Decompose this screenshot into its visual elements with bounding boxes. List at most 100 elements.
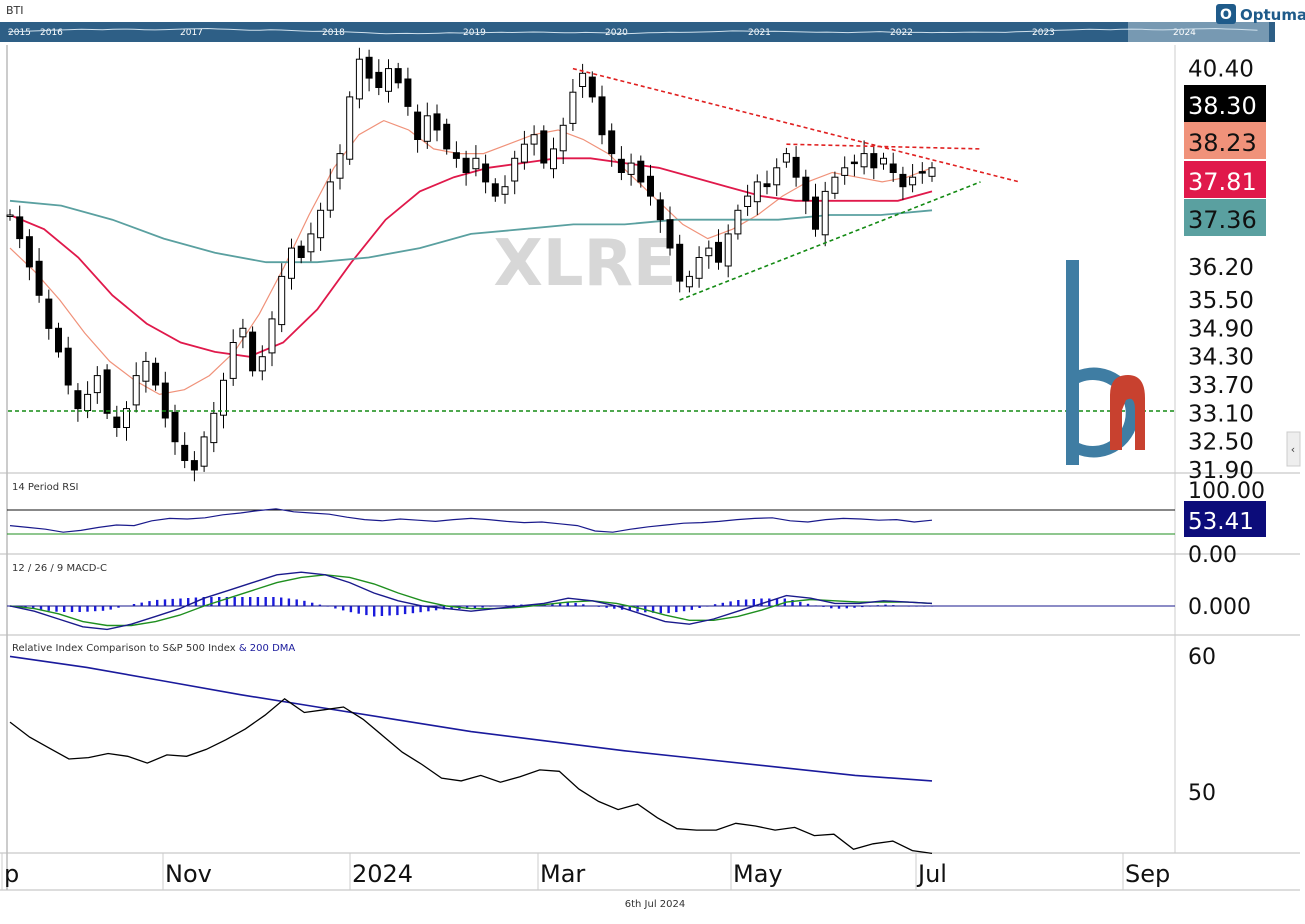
candle-body xyxy=(782,153,790,163)
candle-body xyxy=(385,68,392,92)
candle-body xyxy=(103,369,111,414)
macd-hist-bar xyxy=(357,606,360,614)
candle-body xyxy=(336,153,344,179)
candle-body xyxy=(540,130,548,164)
candle-body xyxy=(676,243,684,282)
x-axis-label: Sep xyxy=(1125,860,1170,888)
macd-hist-bar xyxy=(566,601,569,606)
candle-body xyxy=(579,72,587,88)
overview-year-2015: 2015 xyxy=(8,28,31,38)
macd-hist-bar xyxy=(628,606,631,611)
candle-body xyxy=(637,160,645,183)
candle-body xyxy=(685,275,693,288)
candle-body xyxy=(113,416,121,429)
overview-selection[interactable] xyxy=(1128,22,1269,42)
x-axis-label: p xyxy=(4,860,19,888)
macd-hist-bar xyxy=(210,597,213,606)
macd-hist-bar xyxy=(318,604,322,606)
macd-hist-bar xyxy=(171,598,174,606)
candle-body xyxy=(608,130,616,155)
support-trendline xyxy=(679,181,981,301)
macd-hist-bar xyxy=(140,602,143,606)
upper-flat-resistance xyxy=(786,143,981,150)
macd-hist-bar xyxy=(605,606,608,608)
candle-body xyxy=(288,247,295,279)
macd-hist-bar xyxy=(675,606,678,613)
macd-hist-bar xyxy=(636,606,639,612)
x-axis-label: 2024 xyxy=(352,860,413,888)
macd-hist-bar xyxy=(63,606,66,612)
candle-body xyxy=(142,360,150,382)
macd-tick-zero: 0.000 xyxy=(1188,595,1251,620)
watermark: XLRE xyxy=(493,227,676,301)
ma_mid-line xyxy=(9,157,933,358)
optuma-logo: O Optuma xyxy=(1216,4,1305,24)
relative-tick-60: 60 xyxy=(1188,645,1216,670)
macd-line xyxy=(9,571,933,631)
value-box-label-0: 38.30 xyxy=(1188,92,1257,120)
macd-hist-bar xyxy=(24,606,27,608)
price-tick-label: 33.10 xyxy=(1188,401,1254,427)
candle-body xyxy=(909,176,917,186)
candle-body xyxy=(850,161,858,165)
macd-hist-bar xyxy=(132,604,136,606)
rsi-value-box xyxy=(1184,501,1266,537)
candle-body xyxy=(511,157,519,182)
candle-body xyxy=(220,379,227,416)
macd-hist-bar xyxy=(830,606,833,609)
macd-hist-bar xyxy=(419,606,422,613)
candle-body xyxy=(792,156,800,178)
value-box-label-2: 37.81 xyxy=(1188,168,1257,196)
candle-body xyxy=(84,393,92,411)
x-axis-label: May xyxy=(733,860,783,888)
chevron-left-icon[interactable]: ‹ xyxy=(1291,443,1295,456)
price-tick-label: 36.20 xyxy=(1188,255,1254,281)
optuma-icon xyxy=(1216,4,1236,24)
candle-body xyxy=(171,411,179,443)
macd-hist-bar xyxy=(187,598,190,606)
candle-body xyxy=(821,190,829,236)
candle-body xyxy=(365,56,373,79)
macd-hist-bar xyxy=(713,604,717,606)
hb-logo xyxy=(1066,260,1145,465)
candle-body xyxy=(55,327,62,353)
macd-hist-bar xyxy=(86,606,89,612)
side-panel-toggle[interactable] xyxy=(1286,431,1301,467)
macd-hist-bar xyxy=(39,606,43,610)
macd-hist-bar xyxy=(845,606,848,609)
overview-year-2016: 2016 xyxy=(40,28,63,38)
candle-body xyxy=(889,163,897,173)
macd-hist-bar xyxy=(365,606,368,616)
macd-hist-bar xyxy=(380,606,384,616)
macd-hist-bar xyxy=(280,597,283,606)
candle-body xyxy=(452,152,460,159)
overview-year-2023: 2023 xyxy=(1032,28,1055,38)
macd-hist-bar xyxy=(744,599,748,606)
candle-body xyxy=(753,181,761,203)
candle-body xyxy=(249,331,257,372)
macd-hist-bar xyxy=(78,606,81,612)
value-box-1 xyxy=(1184,122,1266,159)
macd-hist-bar xyxy=(249,597,252,606)
candle-body xyxy=(482,163,490,183)
candle-body xyxy=(93,375,101,394)
candle-body xyxy=(559,124,567,152)
candle-body xyxy=(520,143,528,163)
overview-year-2017: 2017 xyxy=(180,28,203,38)
macd-hist-bar xyxy=(752,599,755,606)
value-box-label-1: 38.23 xyxy=(1188,129,1257,157)
candle-body xyxy=(598,96,606,136)
overview-strip[interactable] xyxy=(0,22,1275,42)
candle-body xyxy=(200,436,208,467)
candle-body xyxy=(394,68,402,84)
macd-hist-bar xyxy=(799,601,802,606)
overview-year-2018: 2018 xyxy=(322,28,345,38)
candle-body xyxy=(734,209,742,235)
candle-body xyxy=(715,241,722,263)
candle-body xyxy=(258,356,266,372)
ma_slow-line xyxy=(9,199,933,264)
candle-body xyxy=(928,167,936,177)
candle-body xyxy=(210,412,218,444)
candle-body xyxy=(6,214,14,217)
x-axis-label: Jul xyxy=(916,860,947,888)
